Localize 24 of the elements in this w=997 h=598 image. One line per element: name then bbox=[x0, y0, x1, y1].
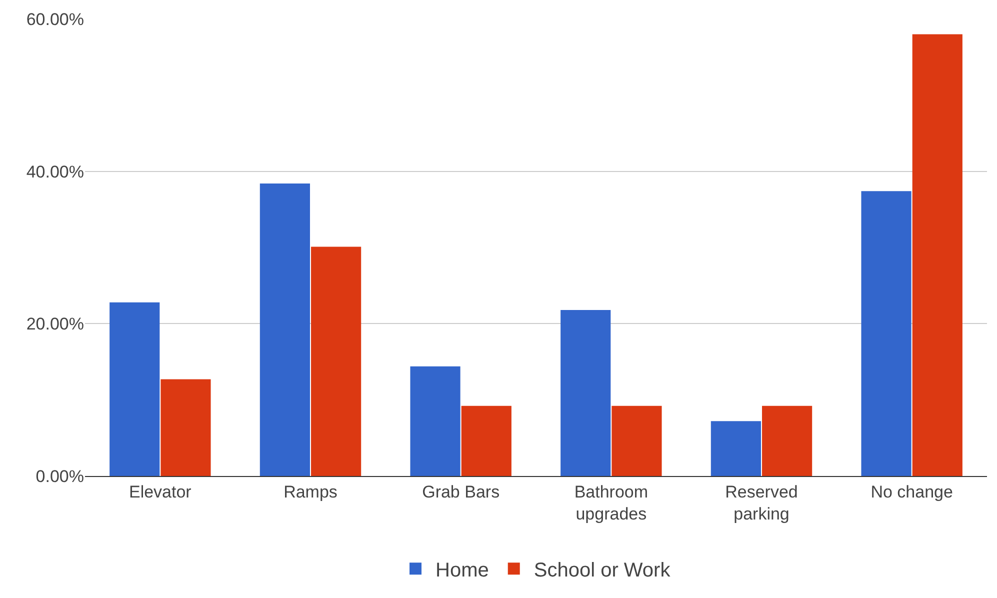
x-tick-label: No change bbox=[870, 482, 953, 502]
bar bbox=[861, 191, 912, 476]
y-tick-label: 40.00% bbox=[26, 162, 84, 182]
y-tick-label: 60.00% bbox=[26, 10, 84, 29]
bar bbox=[260, 184, 310, 476]
x-tick-label: Ramps bbox=[284, 482, 338, 502]
bar bbox=[110, 302, 160, 476]
bar bbox=[612, 406, 662, 476]
y-tick-label: 0.00% bbox=[36, 466, 84, 486]
bar bbox=[762, 406, 812, 476]
bar bbox=[311, 246, 362, 476]
legend-label: School or Work bbox=[534, 559, 672, 582]
x-tick-label: Reserved parking bbox=[725, 482, 798, 524]
x-tick-label: Bathroom upgrades bbox=[574, 482, 648, 524]
bar bbox=[160, 379, 211, 476]
bar bbox=[912, 34, 962, 476]
x-tick-label: Grab Bars bbox=[422, 482, 500, 502]
y-tick-label: 20.00% bbox=[26, 314, 84, 334]
bar bbox=[461, 406, 512, 476]
bar bbox=[560, 310, 611, 476]
legend-label: Home bbox=[436, 559, 489, 582]
bar bbox=[710, 421, 761, 476]
x-tick-label: Elevator bbox=[128, 482, 192, 502]
bar bbox=[410, 366, 460, 476]
